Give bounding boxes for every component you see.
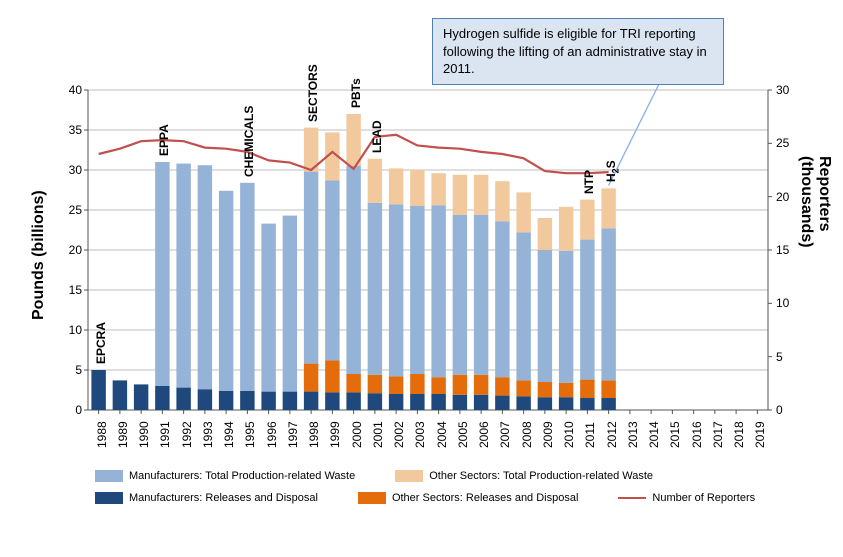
legend-label: Manufacturers: Releases and Disposal (129, 492, 318, 504)
xtick-year: 2010 (562, 421, 576, 448)
xtick-year: 1995 (243, 421, 257, 448)
legend-swatch (95, 470, 123, 482)
legend-label: Number of Reporters (652, 492, 755, 504)
xtick-year: 1991 (158, 421, 172, 448)
legend-line-swatch (618, 497, 646, 499)
legend-item: Manufacturers: Total Production-related … (95, 470, 355, 482)
xtick-year: 2006 (477, 421, 491, 448)
ytick-left: 10 (54, 323, 82, 337)
ytick-right: 0 (776, 403, 783, 417)
xtick-year: 2014 (647, 421, 661, 448)
legend-label: Other Sectors: Total Production-related … (429, 470, 653, 482)
xtick-year: 2016 (690, 421, 704, 448)
bar-annotation: H2S (604, 161, 620, 183)
ytick-left: 20 (54, 243, 82, 257)
bar-annotation: EPPA (157, 124, 171, 156)
legend-item: Other Sectors: Releases and Disposal (358, 492, 578, 504)
ytick-left: 40 (54, 83, 82, 97)
legend-label: Other Sectors: Releases and Disposal (392, 492, 578, 504)
xtick-year: 2008 (520, 421, 534, 448)
xtick-year: 2015 (668, 421, 682, 448)
legend-item: Manufacturers: Releases and Disposal (95, 492, 318, 504)
ytick-right: 30 (776, 83, 789, 97)
xtick-year: 2005 (456, 421, 470, 448)
ytick-left: 30 (54, 163, 82, 177)
xtick-year: 1996 (265, 421, 279, 448)
xtick-year: 2013 (626, 421, 640, 448)
legend-swatch (95, 492, 123, 504)
ytick-right: 20 (776, 190, 789, 204)
xtick-year: 2004 (435, 421, 449, 448)
ytick-right: 25 (776, 136, 789, 150)
legend-label: Manufacturers: Total Production-related … (129, 470, 355, 482)
xtick-year: 2003 (413, 421, 427, 448)
bar-annotation: CHEMICALS (242, 105, 256, 176)
tri-chart: { "chart": { "type": "stacked-bar-with-l… (0, 0, 843, 557)
xtick-year: 1990 (137, 421, 151, 448)
bar-annotation: PBTs (349, 78, 363, 108)
legend-item: Number of Reporters (618, 492, 755, 504)
ytick-left: 5 (54, 363, 82, 377)
xtick-year: 1994 (222, 421, 236, 448)
bar-annotation: NTP (582, 170, 596, 194)
ytick-left: 25 (54, 203, 82, 217)
xtick-year: 2012 (605, 421, 619, 448)
xtick-year: 1997 (286, 421, 300, 448)
ytick-right: 10 (776, 296, 789, 310)
right-axis-title: Reporters (thousands) (797, 156, 833, 160)
bar-annotation: LEAD (370, 120, 384, 153)
xtick-year: 1993 (201, 421, 215, 448)
ytick-left: 35 (54, 123, 82, 137)
legend-swatch (395, 470, 423, 482)
xtick-year: 1988 (95, 421, 109, 448)
left-axis-title: Pounds (billions) (30, 190, 48, 320)
xtick-year: 2009 (541, 421, 555, 448)
ytick-left: 0 (54, 403, 82, 417)
xtick-year: 1992 (180, 421, 194, 448)
legend-item: Other Sectors: Total Production-related … (395, 470, 653, 482)
bar-annotation: SECTORS (306, 64, 320, 122)
xtick-year: 1998 (307, 421, 321, 448)
legend-swatch (358, 492, 386, 504)
chart-legend: Manufacturers: Total Production-related … (95, 470, 815, 504)
xtick-year: 2011 (583, 422, 597, 448)
ytick-left: 15 (54, 283, 82, 297)
xtick-year: 1989 (116, 421, 130, 448)
ytick-right: 5 (776, 350, 783, 364)
xtick-year: 2019 (753, 421, 767, 448)
xtick-year: 2002 (392, 421, 406, 448)
xtick-year: 2017 (711, 421, 725, 448)
ytick-right: 15 (776, 243, 789, 257)
xtick-year: 2001 (371, 421, 385, 448)
xtick-year: 2007 (498, 421, 512, 448)
bar-annotation: EPCRA (94, 322, 108, 364)
callout-h2s: Hydrogen sulfide is eligible for TRI rep… (432, 18, 724, 85)
xtick-year: 1999 (328, 421, 342, 448)
xtick-year: 2000 (350, 421, 364, 448)
xtick-year: 2018 (732, 421, 746, 448)
